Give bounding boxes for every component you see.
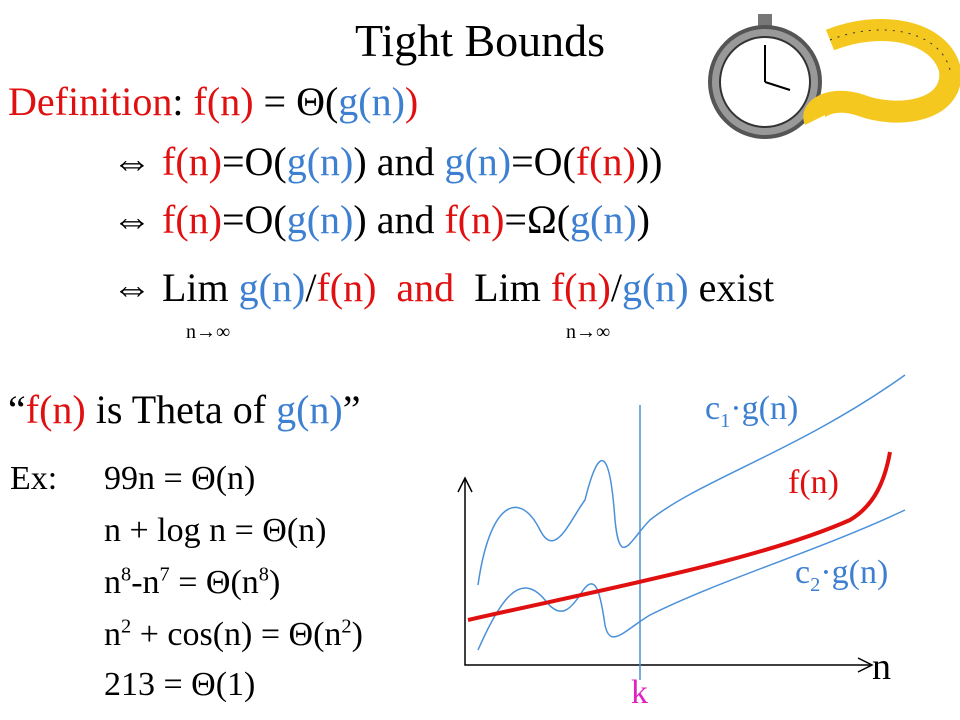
text: 99n = Θ(n) (104, 460, 256, 497)
text: g(n) (276, 387, 343, 432)
example: n2 + cos(n) = Θ(n2) (104, 615, 363, 653)
bounds-graph (457, 374, 906, 680)
text: ⇔ (112, 197, 152, 242)
text: = Θ(n (169, 564, 259, 601)
text: f(n) (162, 197, 222, 242)
text: f(n) (550, 265, 611, 310)
examples-label: Ex: (10, 460, 58, 497)
text: ·g(n) (730, 390, 799, 427)
n-axis-label: n (872, 646, 891, 688)
example: 99n = Θ(n) (104, 462, 255, 496)
equivalence-line: ⇔ f(n)=O(g(n)) and f(n)=Ω(g(n)) (112, 200, 650, 240)
text: and (396, 265, 455, 310)
text: =O( (221, 139, 287, 184)
title: Tight Bounds (354, 15, 606, 66)
text: ⇔ (112, 265, 152, 310)
example: n8-n7 = Θ(n8) (104, 563, 281, 601)
function-label: f(n) (788, 464, 839, 501)
text: g(n) (286, 139, 354, 184)
text: 1 (720, 409, 731, 432)
text: c (795, 554, 811, 591)
text: 8 (121, 563, 132, 586)
text: Lim (474, 265, 551, 310)
example: n + log n = Θ(n) (104, 514, 327, 548)
limit-subscript: n→∞ (566, 321, 611, 343)
text: )) (635, 139, 663, 184)
text: c (705, 390, 721, 427)
text: : (172, 79, 194, 124)
stopwatch-icon (708, 14, 822, 139)
text: g(n) (570, 197, 637, 242)
tape-measure-icon (803, 19, 960, 125)
equivalence-line: ⇔ Lim g(n)/f(n) and Lim f(n)/g(n) exist (112, 268, 774, 308)
definition: Definition: f(n) = Θ(g(n)) (8, 82, 418, 122)
text: g(n) (621, 265, 689, 310)
text: ) (351, 616, 363, 653)
text: f(n) (25, 387, 86, 432)
text: g(n) (338, 79, 405, 124)
quote: “f(n) is Theta of g(n)” (8, 390, 360, 430)
text: 2 (810, 573, 821, 596)
text: 2 (121, 615, 132, 638)
text: n (104, 616, 121, 653)
text: =O( (221, 197, 287, 242)
text: g(n) (444, 139, 512, 184)
text: Lim (162, 265, 239, 310)
text: f(n) (193, 79, 254, 124)
text: + cos(n) = Θ(n (131, 616, 342, 653)
k-label: k (631, 674, 648, 711)
text: ” (342, 387, 361, 432)
text: / (610, 265, 622, 310)
text: 2 (341, 615, 352, 638)
text: f(n) (444, 197, 505, 242)
text: n (104, 564, 121, 601)
text: ) (404, 79, 419, 124)
text: f(n) (575, 139, 636, 184)
text: / (305, 265, 317, 310)
text: f(n) (316, 265, 377, 310)
text: g(n) (238, 265, 306, 310)
example: 213 = Θ(1) (104, 668, 255, 702)
text: -n (131, 564, 160, 601)
text: n + log n = Θ(n) (104, 512, 327, 549)
text: ) (636, 197, 650, 242)
text: =O( (511, 139, 576, 184)
text: ⇔ (112, 139, 152, 184)
text: is Theta of (85, 387, 277, 432)
text: exist (688, 265, 775, 310)
text: ) and (353, 197, 445, 242)
limit-subscript: n→∞ (186, 321, 231, 343)
text: 7 (159, 563, 170, 586)
text: ) (269, 564, 281, 601)
text: 8 (258, 563, 269, 586)
lower-bound-label: c2·g(n) (795, 554, 889, 595)
text: = Θ( (253, 79, 339, 124)
text: ) and (353, 139, 445, 184)
text: g(n) (286, 197, 354, 242)
upper-bound-label: c1·g(n) (705, 390, 799, 431)
equivalence-line: ⇔ f(n)=O(g(n)) and g(n)=O(f(n))) (112, 142, 662, 182)
text: Definition (8, 79, 173, 124)
text: 213 = Θ(1) (104, 666, 256, 703)
text: =Ω( (504, 197, 571, 242)
text: “ (8, 387, 26, 432)
text: f(n) (162, 139, 222, 184)
text: ·g(n) (820, 554, 889, 591)
